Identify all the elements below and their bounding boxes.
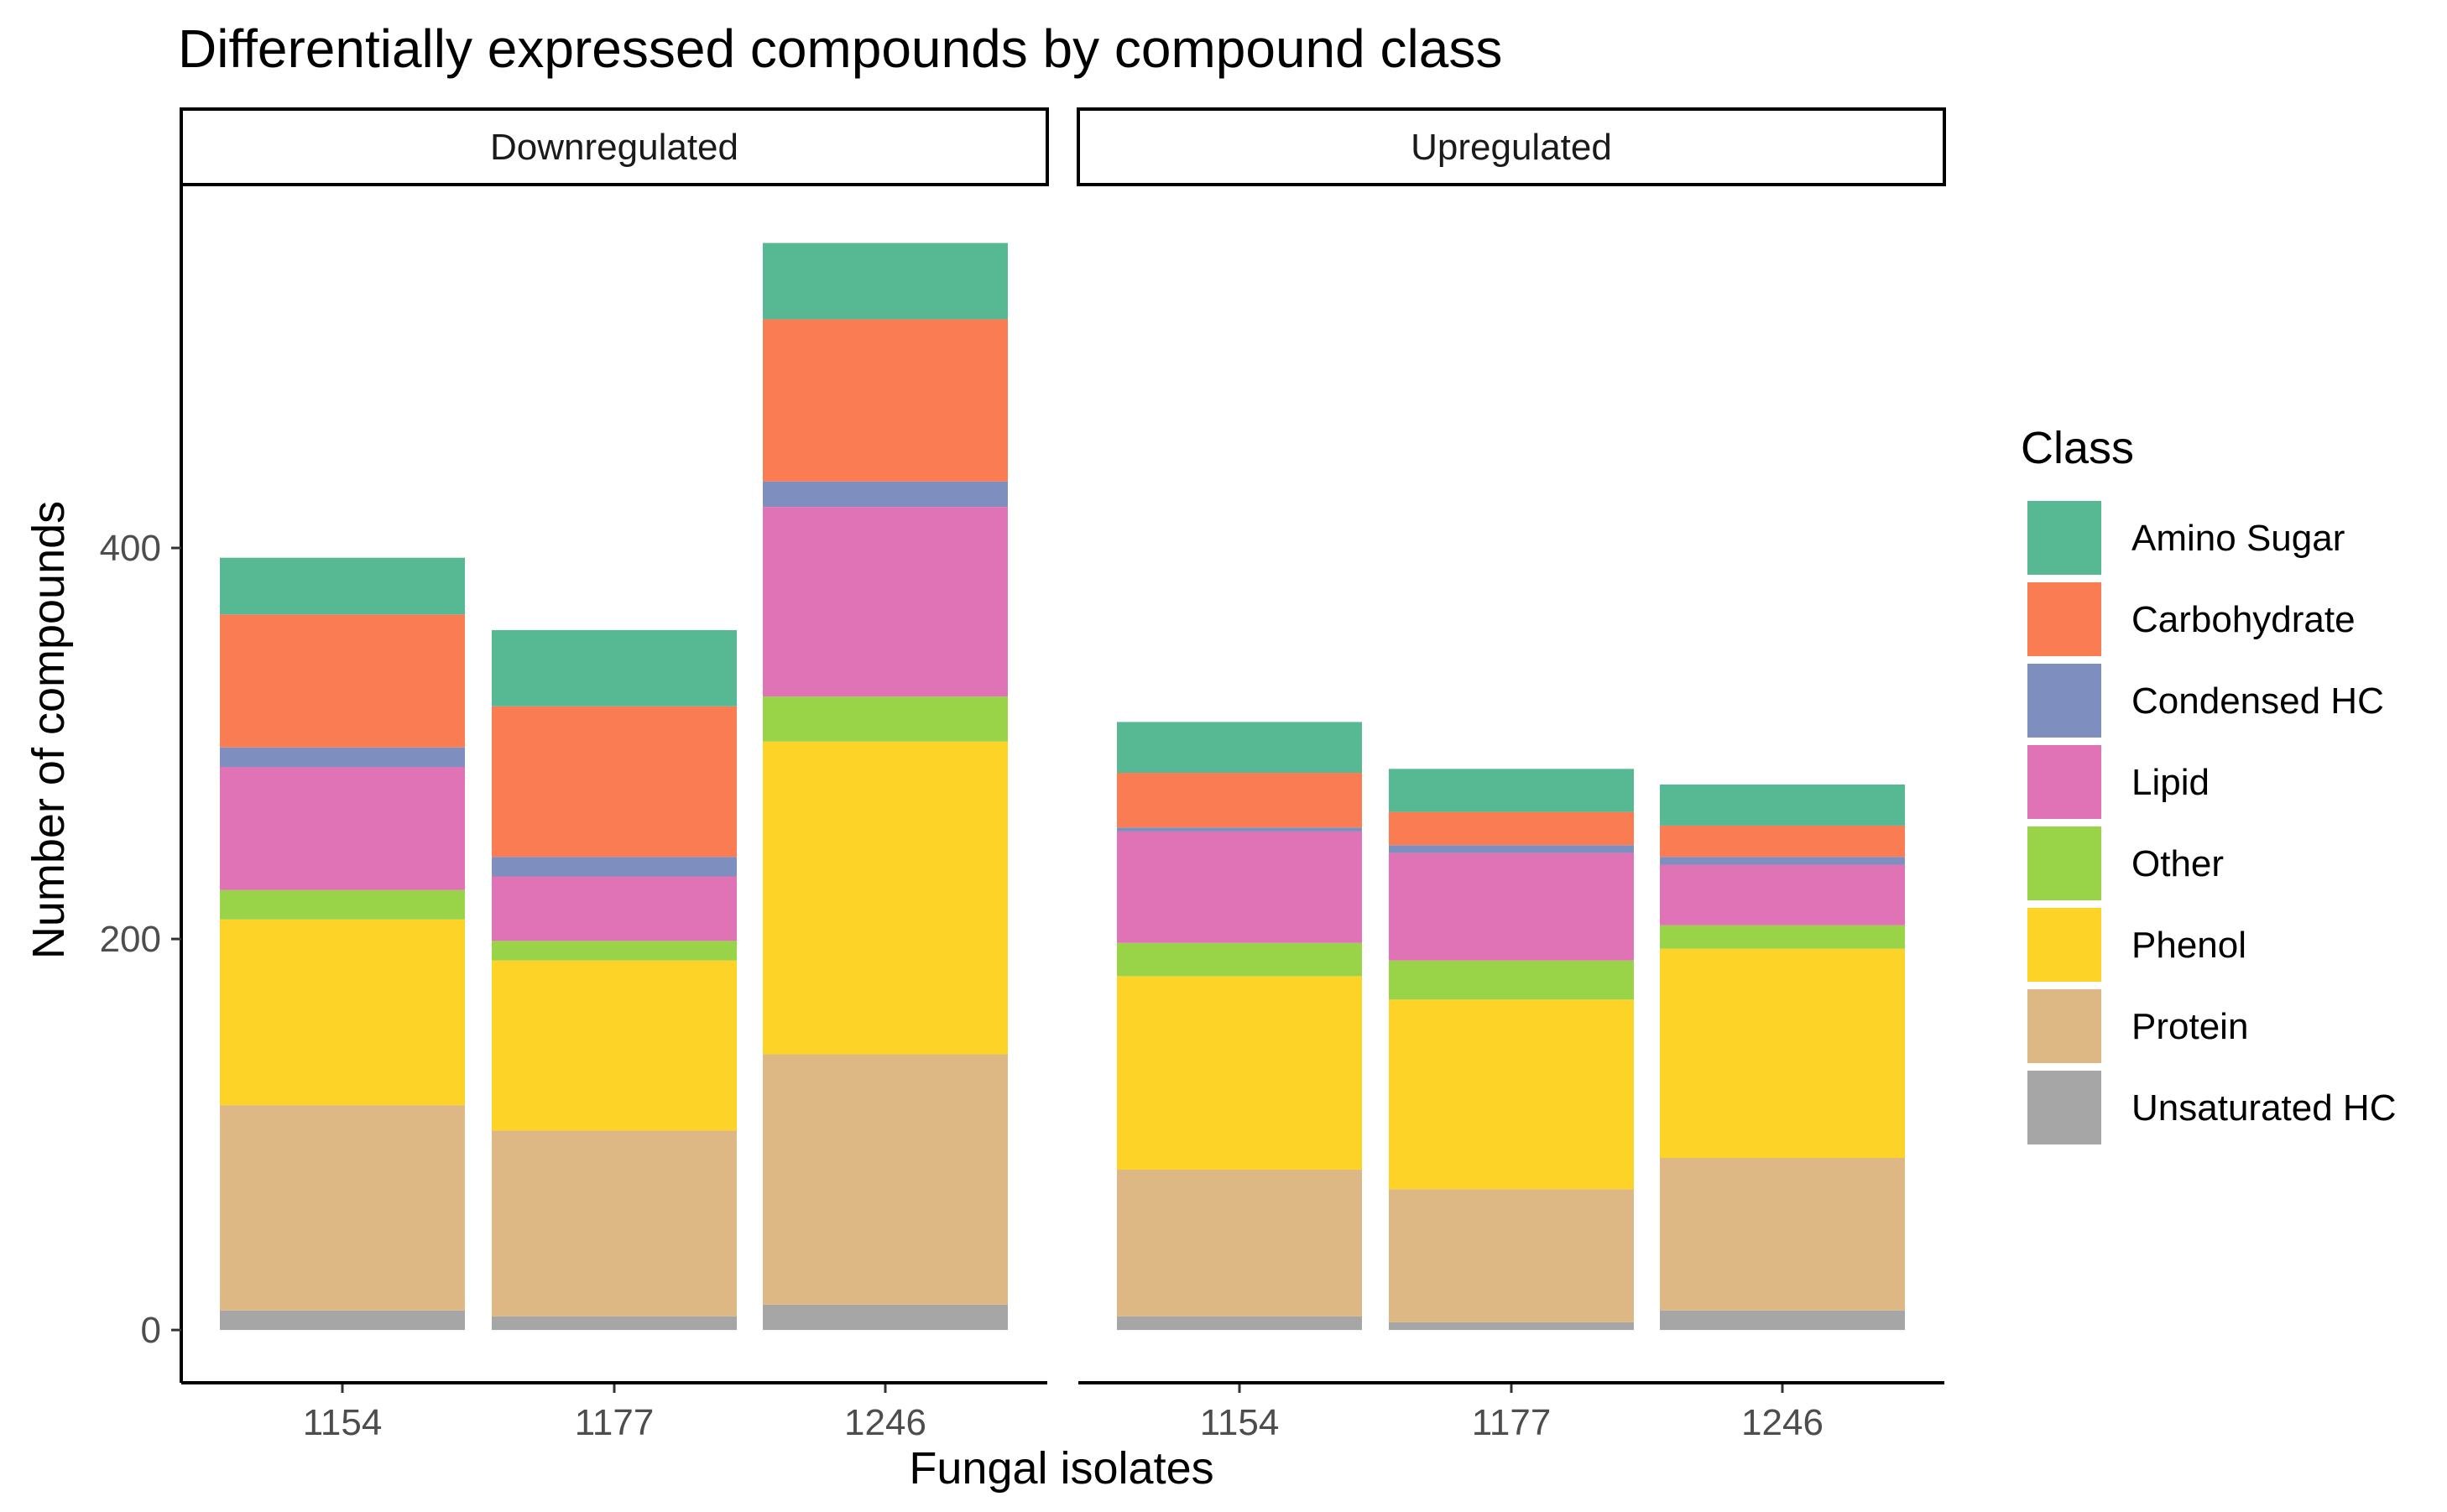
bar-segment-upregulated-1246-amino-sugar [1660, 785, 1905, 826]
bar-segment-upregulated-1246-unsaturated-hc [1660, 1310, 1905, 1331]
bar-segment-upregulated-1177-lipid [1389, 852, 1634, 961]
legend-key-phenol [2027, 908, 2101, 982]
bar-segment-upregulated-1177-carbohydrate [1389, 811, 1634, 846]
legend-label-carbohydrate: Carbohydrate [2131, 599, 2356, 640]
legend-label-condensed-hc: Condensed HC [2131, 680, 2384, 722]
bar-segment-downregulated-1154-protein [220, 1105, 465, 1311]
bar-segment-downregulated-1177-phenol [492, 960, 737, 1131]
legend-key-lipid [2027, 745, 2101, 819]
legend-label-protein: Protein [2131, 1006, 2248, 1047]
chart-title: Differentially expressed compounds by co… [178, 18, 1502, 79]
y-tick-label-200: 200 [100, 919, 161, 960]
x-tick-label-upregulated-1177: 1177 [1472, 1402, 1552, 1443]
legend-label-lipid: Lipid [2131, 762, 2210, 803]
panel-upregulated: Upregulated 1154 1177 1246 [1077, 107, 1946, 1443]
y-tick-label-0: 0 [141, 1310, 161, 1351]
x-tick-label-downregulated-1177: 1177 [575, 1402, 655, 1443]
bar-segment-upregulated-1246-other [1660, 925, 1905, 949]
bar-segment-downregulated-1154-carbohydrate [220, 614, 465, 748]
bar-segment-upregulated-1177-condensed-hc [1389, 845, 1634, 853]
bar-segment-upregulated-1177-protein [1389, 1189, 1634, 1322]
x-axis-title: Fungal isolates [909, 1443, 1213, 1494]
legend-key-carbohydrate [2027, 582, 2101, 656]
bar-segment-upregulated-1177-unsaturated-hc [1389, 1322, 1634, 1331]
x-tick-label-upregulated-1246: 1246 [1741, 1402, 1824, 1443]
legend-key-protein [2027, 989, 2101, 1063]
legend-key-other [2027, 826, 2101, 900]
legend: Class Amino Sugar Carbohydrate Condensed H… [2021, 423, 2396, 1144]
bar-segment-downregulated-1154-amino-sugar [220, 557, 465, 615]
x-tick-label-upregulated-1154: 1154 [1200, 1402, 1280, 1443]
bar-segment-downregulated-1246-other [763, 696, 1008, 742]
bar-segment-downregulated-1154-condensed-hc [220, 747, 465, 768]
strip-upregulated [1077, 107, 1946, 186]
bar-segment-downregulated-1246-amino-sugar [763, 242, 1008, 320]
bar-segment-downregulated-1177-lipid [492, 876, 737, 941]
bar-segment-upregulated-1154-carbohydrate [1117, 773, 1362, 828]
bar-segment-upregulated-1154-protein [1117, 1170, 1362, 1316]
bar-segment-downregulated-1177-condensed-hc [492, 857, 737, 877]
bar-segment-upregulated-1177-other [1389, 960, 1634, 1000]
legend-label-unsaturated-hc: Unsaturated HC [2131, 1087, 2396, 1129]
bar-segment-downregulated-1154-phenol [220, 919, 465, 1106]
x-tick-label-downregulated-1154: 1154 [303, 1402, 383, 1443]
bar-segment-upregulated-1154-unsaturated-hc [1117, 1316, 1362, 1331]
panel-downregulated: Downregulated 1154 1177 1246 0 200 400 [100, 107, 1049, 1443]
bar-segment-downregulated-1177-other [492, 941, 737, 961]
strip-label-upregulated: Upregulated [1411, 127, 1612, 168]
bar-segment-downregulated-1177-unsaturated-hc [492, 1316, 737, 1331]
bar-segment-downregulated-1246-carbohydrate [763, 319, 1008, 482]
x-tick-label-downregulated-1246: 1246 [844, 1402, 926, 1443]
bar-segment-upregulated-1154-condensed-hc [1117, 827, 1362, 832]
legend-key-amino-sugar [2027, 501, 2101, 575]
bar-segment-upregulated-1154-phenol [1117, 976, 1362, 1170]
bar-segment-upregulated-1154-other [1117, 942, 1362, 977]
bar-segment-upregulated-1154-lipid [1117, 831, 1362, 943]
bar-segment-upregulated-1246-phenol [1660, 948, 1905, 1159]
legend-key-unsaturated-hc [2027, 1071, 2101, 1144]
legend-title: Class [2021, 423, 2134, 473]
bar-segment-upregulated-1177-phenol [1389, 999, 1634, 1190]
bar-segment-downregulated-1246-phenol [763, 741, 1008, 1055]
legend-label-amino-sugar: Amino Sugar [2131, 518, 2345, 559]
bar-segment-upregulated-1246-protein [1660, 1158, 1905, 1311]
bar-segment-downregulated-1154-other [220, 889, 465, 920]
bar-segment-upregulated-1177-amino-sugar [1389, 769, 1634, 812]
y-tick-label-400: 400 [100, 528, 161, 569]
bar-segment-downregulated-1177-protein [492, 1130, 737, 1316]
bar-segment-downregulated-1154-lipid [220, 767, 465, 890]
bar-segment-downregulated-1246-lipid [763, 507, 1008, 697]
bar-segment-downregulated-1177-amino-sugar [492, 629, 737, 706]
bar-segment-downregulated-1177-carbohydrate [492, 706, 737, 858]
bar-segment-downregulated-1154-unsaturated-hc [220, 1310, 465, 1331]
bar-segment-upregulated-1154-amino-sugar [1117, 722, 1362, 774]
strip-downregulated [180, 107, 1049, 186]
bar-segment-upregulated-1246-carbohydrate [1660, 825, 1905, 858]
bar-segment-downregulated-1246-unsaturated-hc [763, 1304, 1008, 1331]
bar-segment-upregulated-1246-condensed-hc [1660, 857, 1905, 865]
legend-key-condensed-hc [2027, 664, 2101, 738]
bar-segment-upregulated-1246-lipid [1660, 864, 1905, 925]
legend-label-phenol: Phenol [2131, 925, 2246, 966]
strip-label-downregulated: Downregulated [490, 127, 738, 168]
bar-segment-downregulated-1246-protein [763, 1054, 1008, 1305]
y-axis-title: Number of compounds [23, 501, 74, 959]
legend-label-other: Other [2131, 843, 2224, 884]
bar-segment-downregulated-1246-condensed-hc [763, 481, 1008, 508]
